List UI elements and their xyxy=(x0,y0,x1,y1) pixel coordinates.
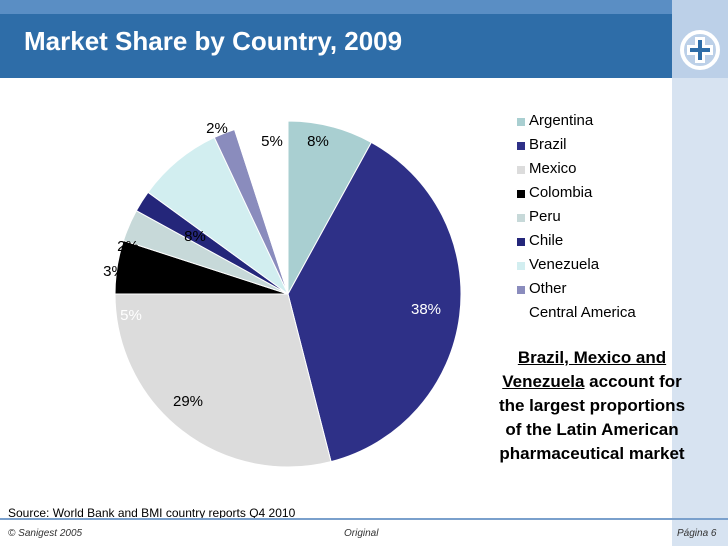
pie-slices xyxy=(114,120,462,468)
pie-label-brazil: 38% xyxy=(411,301,441,318)
legend-label: Venezuela xyxy=(529,256,600,273)
pie-slice-central-america xyxy=(233,120,289,295)
legend-label: Chile xyxy=(529,232,564,249)
legend-label: Mexico xyxy=(529,160,577,177)
pie-label-colombia: 5% xyxy=(120,307,142,324)
legend-swatch xyxy=(517,118,525,126)
legend-swatch xyxy=(517,166,525,174)
legend-label: Brazil xyxy=(529,136,567,153)
callout-rest: account for the largest proportions of t… xyxy=(498,372,686,463)
legend-label: Other xyxy=(529,280,567,297)
legend-label: Colombia xyxy=(529,184,593,201)
legend-swatch xyxy=(517,142,525,150)
legend-swatch xyxy=(517,238,525,246)
legend-label: Argentina xyxy=(529,112,594,129)
legend-label: Central America xyxy=(529,304,636,321)
legend-swatch xyxy=(517,262,525,270)
title-bar-stripe xyxy=(0,0,672,14)
legend-swatch xyxy=(517,286,525,294)
footer-copyright: © Sanigest 2005 xyxy=(8,528,83,539)
pie-slice-mexico xyxy=(114,293,332,468)
callout-text: Brazil, Mexico and Venezuela account for… xyxy=(498,346,686,466)
pie-label-central-america: 5% xyxy=(261,133,283,150)
cross-logo-icon xyxy=(680,30,720,70)
pie-label-argentina: 8% xyxy=(307,133,329,150)
pie-label-venezuela: 8% xyxy=(184,228,206,245)
legend-swatch xyxy=(517,310,525,318)
callout-highlight: Brazil, Mexico and Venezuela xyxy=(502,348,667,391)
title-bar xyxy=(0,0,672,78)
pie-labels: 8% 38% 29% 5% 3% 2% 8% 2% 5% xyxy=(103,120,441,410)
right-sidebar xyxy=(672,0,728,546)
legend-swatch xyxy=(517,190,525,198)
pie-label-other: 2% xyxy=(206,120,228,137)
pie-chart: 8% 38% 29% 5% 3% 2% 8% 2% 5% xyxy=(103,120,462,468)
footer-divider xyxy=(0,518,728,520)
pie-label-chile: 2% xyxy=(117,238,139,255)
pie-label-mexico: 29% xyxy=(173,393,203,410)
footer-center-label: Original xyxy=(344,528,379,539)
source-note: Source: World Bank and BMI country repor… xyxy=(8,506,296,520)
pie-slice-brazil xyxy=(287,141,462,463)
legend-swatch xyxy=(517,214,525,222)
footer-page-number: Página 6 xyxy=(677,528,717,539)
pie-label-peru: 3% xyxy=(103,263,125,280)
page-title: Market Share by Country, 2009 xyxy=(24,26,403,56)
legend-label: Peru xyxy=(529,208,561,225)
